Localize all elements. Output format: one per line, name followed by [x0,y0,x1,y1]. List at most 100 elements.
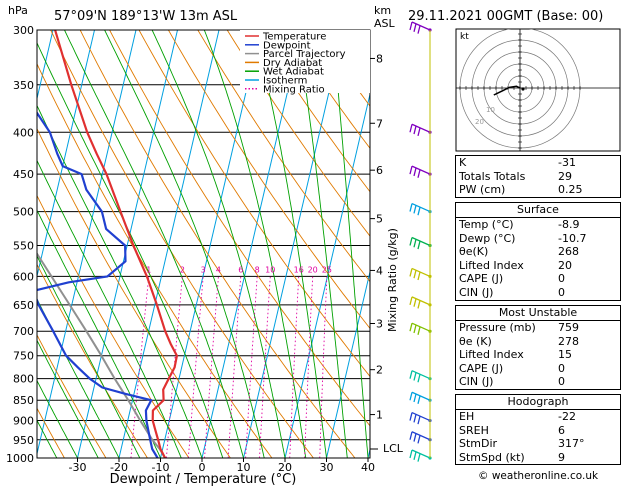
wind-barb-flag [414,434,416,442]
hodograph-stat-row: StmDir 317° [456,437,620,451]
wind-barb-flag [414,394,416,402]
wind-barb-flag [418,241,420,249]
km-label: km [374,4,391,17]
wind-barb-flag [410,268,412,276]
wind-barb [410,237,432,249]
hodograph-stat-value: 9 [558,451,620,465]
hodograph-stat-label: EH [459,410,474,424]
wind-barb-flag [410,450,412,458]
dry-adiabat-line [0,30,230,458]
mixing-ratio-label: 3 [201,265,206,274]
most-unstable-row: Pressure (mb) 759 [456,321,620,335]
wind-barb-flag [410,432,412,440]
hodograph-stat-value: -22 [558,410,620,424]
surface-row: Temp (°C) -8.9 [456,218,620,232]
wind-barb [410,268,432,280]
index-value: 29 [558,170,620,184]
mixing-ratio-label: 6 [238,265,243,274]
datetime-title: 29.11.2021 00GMT (Base: 00) [408,9,603,24]
km-tick-label: 7 [376,117,383,130]
mixing-ratio-label: 8 [255,265,260,274]
wind-barb-flag [418,26,420,34]
isotherm-line [368,30,468,458]
index-value: 0.25 [558,183,620,197]
most-unstable-label: CIN (J) [459,375,493,389]
surface-value: -8.9 [558,218,620,232]
most-unstable-label: Pressure (mb) [459,321,536,335]
wet-adiabat-line [0,30,78,458]
wind-barb-flag [414,24,416,32]
wind-barb-flag [414,239,416,247]
lcl-label: LCL [383,442,404,455]
most-unstable-value: 0 [558,375,620,389]
surface-row: θe(K)268 [456,245,620,259]
wind-barb [410,432,432,444]
pressure-tick-label: 1000 [6,452,34,465]
surface-label: θe(K) [459,245,488,259]
mixing-ratio-axis-label: Mixing Ratio (g/kg) [386,228,399,332]
pressure-tick-label: 350 [13,79,34,92]
surface-label: Temp (°C) [459,218,514,232]
wind-barb-flag [418,327,420,335]
surface-value: -10.7 [558,232,620,246]
most-unstable-label: CAPE (J) [459,362,503,376]
mixing-ratio-label: 1 [146,265,151,274]
wind-barb-flag [418,416,420,424]
most-unstable-value: 15 [558,348,620,362]
pressure-tick-label: 750 [13,350,34,363]
surface-value: 0 [558,286,620,300]
most-unstable-row: θe (K)278 [456,335,620,349]
pressure-tick-label: 500 [13,206,34,219]
surface-row: CAPE (J) 0 [456,272,620,286]
pressure-tick-label: 650 [13,299,34,312]
x-tick-label: 30 [320,461,334,474]
surface-label: Lifted Index [459,259,524,273]
most-unstable-row: Lifted Index 15 [456,348,620,362]
surface-value: 0 [558,272,620,286]
wind-barb-flag [414,205,416,213]
most-unstable-value: 0 [558,362,620,376]
wind-barb [410,450,432,462]
most-unstable-value: 759 [558,321,620,335]
wind-barb [410,204,432,216]
pressure-tick-label: 950 [13,434,34,447]
wind-barb-flag [414,452,416,460]
surface-label: CAPE (J) [459,272,503,286]
wind-barb-flag [418,374,420,382]
temperature-line [55,30,177,458]
hodograph-stat-label: StmDir [459,437,497,451]
isotherm-line [0,30,12,458]
wind-barb-flag [414,372,416,380]
hodograph-stat-label: StmSpd (kt) [459,451,525,465]
most-unstable-label: Lifted Index [459,348,524,362]
mixing-ratio-label: 2 [180,265,185,274]
hodograph-stat-row: StmSpd (kt) 9 [456,451,620,465]
dry-adiabat-line [21,30,272,458]
hodograph-stat-value: 317° [558,437,620,451]
x-axis-label: Dewpoint / Temperature (°C) [110,472,297,486]
wind-barb-flag [418,170,420,178]
mixing-ratio-label: 16 [294,265,304,274]
wind-barb-flag [410,166,412,174]
pressure-tick-label: 900 [13,415,34,428]
wind-barb-flag [410,297,412,305]
wind-barb [410,371,432,383]
wind-barb-flag [418,128,420,136]
wind-barb-flag [414,414,416,422]
wind-barb-flag [418,396,420,404]
wind-barb [410,392,432,404]
wind-barb-flag [410,392,412,400]
index-value: -31 [558,156,620,170]
x-tick-label: 40 [361,461,375,474]
surface-row: CIN (J)0 [456,286,620,300]
pressure-tick-label: 800 [13,373,34,386]
km-tick-label: 5 [376,213,383,226]
wind-barb [410,323,432,335]
